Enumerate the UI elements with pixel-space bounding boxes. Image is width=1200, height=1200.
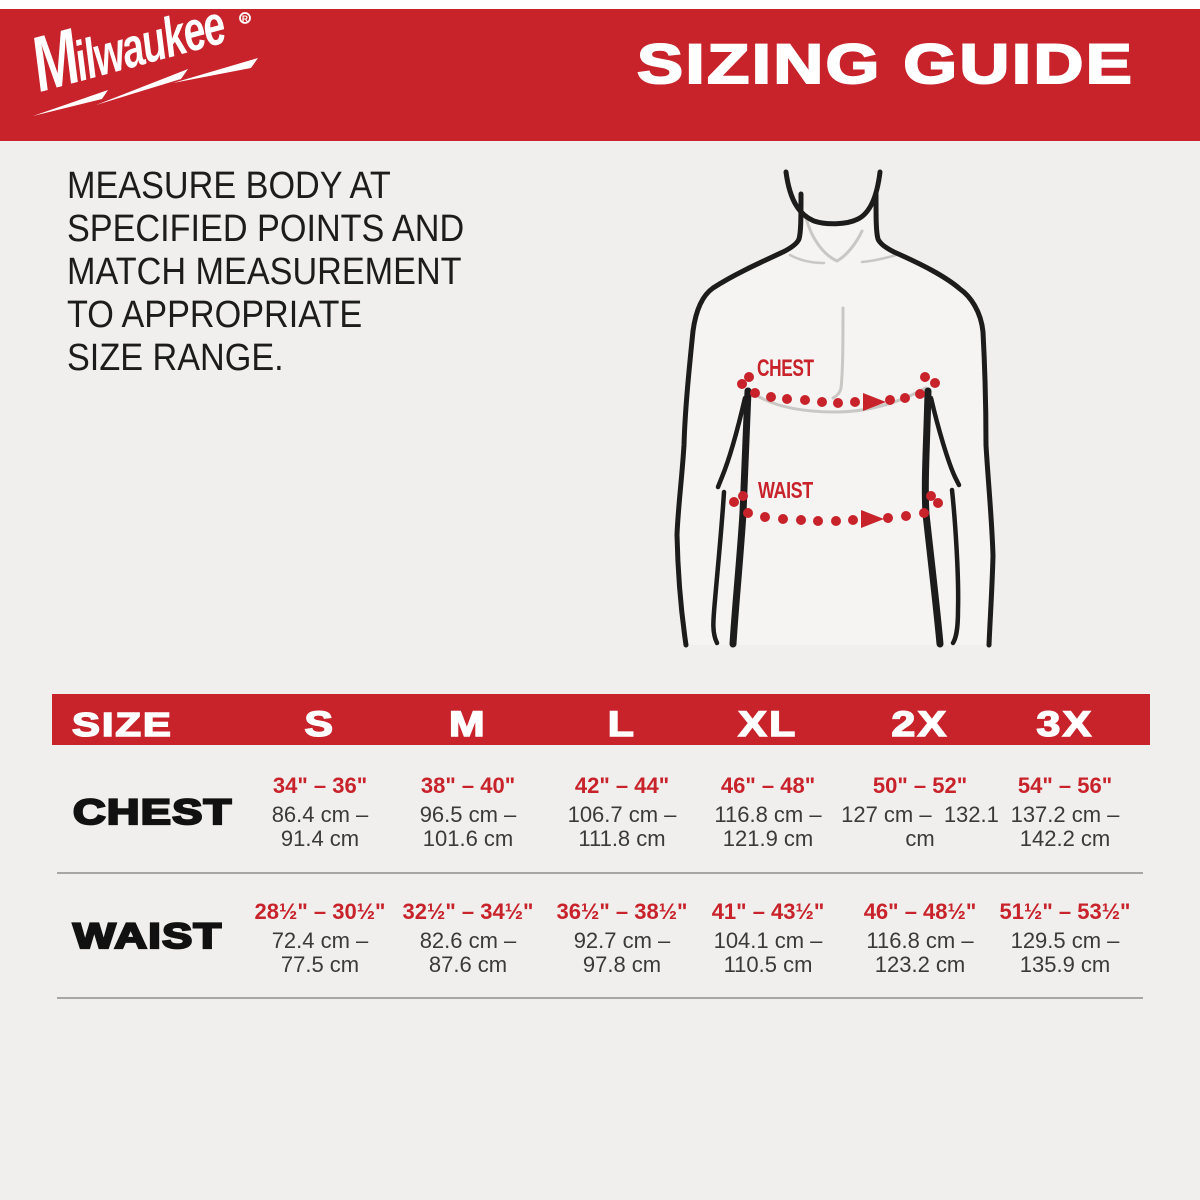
- svg-text:R: R: [242, 14, 248, 24]
- svg-text:CHEST: CHEST: [757, 355, 814, 381]
- svg-text:WAIST: WAIST: [758, 478, 814, 504]
